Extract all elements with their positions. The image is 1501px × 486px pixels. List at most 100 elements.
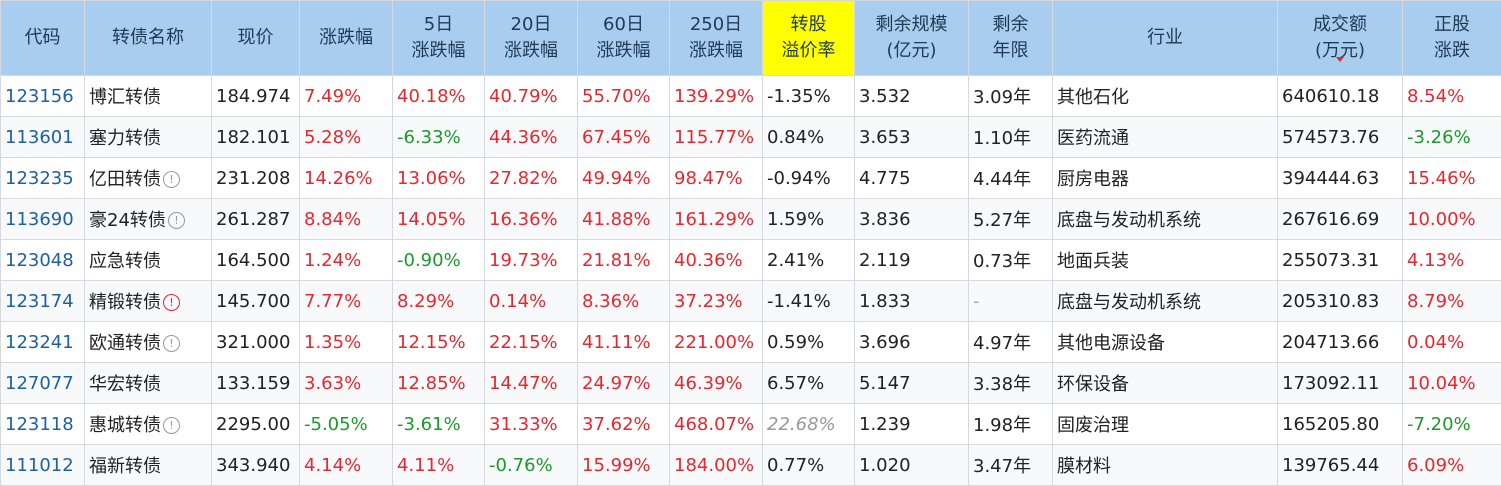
column-header-label: 行业 <box>1053 25 1277 51</box>
cell-value: 1.24% <box>304 250 361 271</box>
column-header-code[interactable]: 代码 <box>1 1 85 76</box>
cell-value: 182.101 <box>216 127 290 148</box>
cell-value: 14.47% <box>489 373 558 394</box>
cell-value: 22.68% <box>767 414 836 435</box>
column-header-d60[interactable]: 60日涨跌幅 <box>578 1 670 76</box>
column-header-name[interactable]: 转债名称 <box>85 1 212 76</box>
cell-name[interactable]: 华宏转债 <box>85 363 212 404</box>
cell-name[interactable]: 精锻转债! <box>85 281 212 322</box>
info-icon[interactable]: ! <box>168 212 185 229</box>
cell-name[interactable]: 惠城转债! <box>85 404 212 445</box>
cell-chg: 1.24% <box>300 240 393 281</box>
info-icon[interactable]: ! <box>163 335 180 352</box>
column-header-industry[interactable]: 行业 <box>1053 1 1278 76</box>
cell-value: 1.59% <box>767 209 824 230</box>
cell-code[interactable]: 123156 <box>1 76 85 117</box>
cell-industry: 底盘与发动机系统 <box>1053 199 1278 240</box>
column-header-price[interactable]: 现价 <box>212 1 300 76</box>
cell-scale: 4.775 <box>855 158 969 199</box>
cell-stock: 15.46% <box>1403 158 1501 199</box>
cell-code[interactable]: 127077 <box>1 363 85 404</box>
cell-code[interactable]: 123048 <box>1 240 85 281</box>
cell-scale: 3.696 <box>855 322 969 363</box>
cell-name[interactable]: 博汇转债 <box>85 76 212 117</box>
column-header-d250[interactable]: 250日涨跌幅 <box>670 1 763 76</box>
sort-ascending-icon[interactable] <box>1336 14 1344 19</box>
cell-premium: 6.57% <box>763 363 855 404</box>
cell-years: 1.10年 <box>969 117 1053 158</box>
cell-value: 6.57% <box>767 373 824 394</box>
cell-value: 133.159 <box>216 373 290 394</box>
column-header-premium[interactable]: 转股溢价率 <box>763 1 855 76</box>
cell-value: 184.974 <box>216 86 290 107</box>
cell-value: 468.07% <box>674 414 754 435</box>
column-header-chg[interactable]: 涨跌幅 <box>300 1 393 76</box>
info-icon[interactable]: ! <box>163 171 180 188</box>
cell-value: 华宏转债 <box>89 374 161 395</box>
cell-name[interactable]: 福新转债 <box>85 445 212 486</box>
cell-stock: 10.00% <box>1403 199 1501 240</box>
cell-d60: 37.62% <box>578 404 670 445</box>
cell-code[interactable]: 113690 <box>1 199 85 240</box>
cell-value: 123156 <box>5 86 74 107</box>
cell-industry: 固废治理 <box>1053 404 1278 445</box>
cell-scale: 1.239 <box>855 404 969 445</box>
cell-name[interactable]: 欧通转债! <box>85 322 212 363</box>
cell-name[interactable]: 亿田转债! <box>85 158 212 199</box>
cell-value: 123235 <box>5 168 74 189</box>
cell-stock: 10.04% <box>1403 363 1501 404</box>
cell-premium: 22.68% <box>763 404 855 445</box>
cell-name[interactable]: 豪24转债! <box>85 199 212 240</box>
cell-value: 40.18% <box>397 86 466 107</box>
cell-value: - <box>973 291 980 312</box>
column-header-scale[interactable]: 剩余规模(亿元) <box>855 1 969 76</box>
cell-name[interactable]: 塞力转债 <box>85 117 212 158</box>
column-header-volume[interactable]: 成交额(万元) <box>1278 1 1403 76</box>
warning-icon[interactable]: ! <box>163 294 180 311</box>
column-header-d20[interactable]: 20日涨跌幅 <box>485 1 578 76</box>
cell-price: 145.700 <box>212 281 300 322</box>
cell-code[interactable]: 113601 <box>1 117 85 158</box>
cell-d250: 468.07% <box>670 404 763 445</box>
cell-d60: 55.70% <box>578 76 670 117</box>
cell-code[interactable]: 123174 <box>1 281 85 322</box>
cell-value: 12.15% <box>397 332 466 353</box>
cell-value: 31.33% <box>489 414 558 435</box>
column-header-d5[interactable]: 5日涨跌幅 <box>393 1 485 76</box>
column-header-stock[interactable]: 正股涨跌 <box>1403 1 1501 76</box>
cell-d20: 22.15% <box>485 322 578 363</box>
column-header-years[interactable]: 剩余年限 <box>969 1 1053 76</box>
cell-chg: 8.84% <box>300 199 393 240</box>
cell-stock: 8.54% <box>1403 76 1501 117</box>
cell-value: 221.00% <box>674 332 754 353</box>
cell-premium: 0.84% <box>763 117 855 158</box>
cell-price: 164.500 <box>212 240 300 281</box>
sort-descending-icon[interactable] <box>1336 57 1344 62</box>
cell-code[interactable]: 123241 <box>1 322 85 363</box>
cell-value: 7.49% <box>304 86 361 107</box>
cell-value: 6.09% <box>1407 455 1464 476</box>
cell-value: -5.05% <box>304 414 368 435</box>
cell-value: 41.11% <box>582 332 651 353</box>
info-icon[interactable]: ! <box>163 417 180 434</box>
cell-code[interactable]: 111012 <box>1 445 85 486</box>
cell-value: 161.29% <box>674 209 754 230</box>
cell-value: 164.500 <box>216 250 290 271</box>
cell-code[interactable]: 123118 <box>1 404 85 445</box>
cell-chg: 7.77% <box>300 281 393 322</box>
cell-code[interactable]: 123235 <box>1 158 85 199</box>
cell-name[interactable]: 应急转债 <box>85 240 212 281</box>
